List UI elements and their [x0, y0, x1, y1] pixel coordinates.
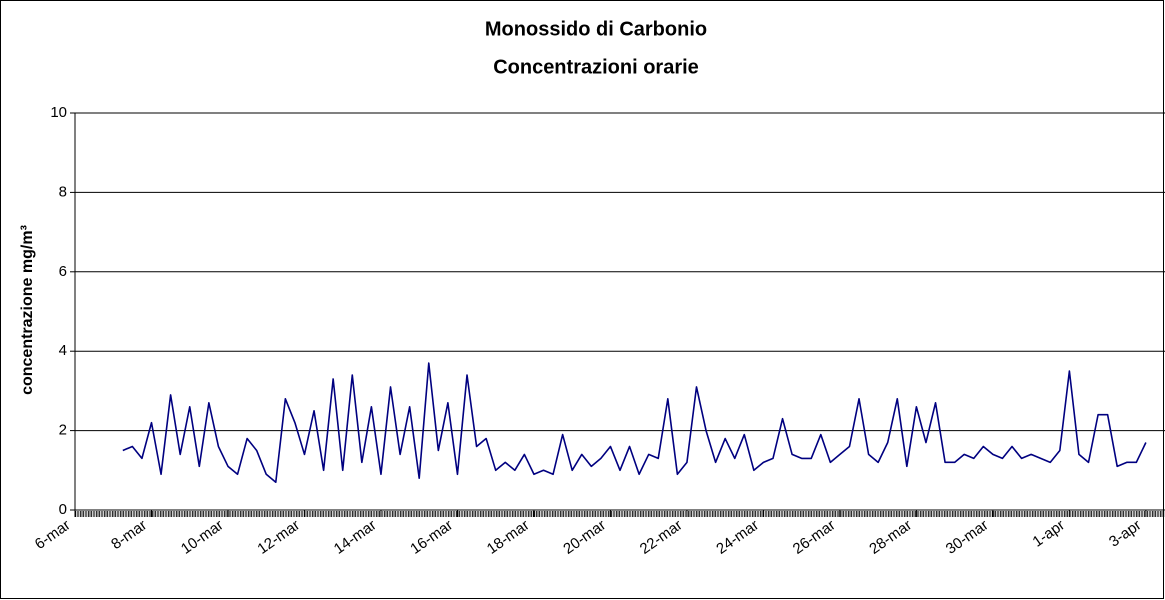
y-tick-label: 10: [50, 104, 67, 121]
chart-subtitle: Concentrazioni orarie: [493, 56, 699, 78]
y-tick-label: 6: [59, 263, 67, 280]
minor-ticks: [75, 511, 1165, 517]
chart-title: Monossido di Carbonio: [485, 18, 707, 40]
data-line: [122, 362, 1147, 484]
y-tick-label: 0: [59, 501, 67, 518]
y-tick-label: 2: [59, 422, 67, 439]
y-tick-label: 4: [59, 342, 67, 359]
y-axis-label: concentrazione mg/m³: [19, 225, 36, 395]
y-tick-label: 8: [59, 183, 67, 200]
